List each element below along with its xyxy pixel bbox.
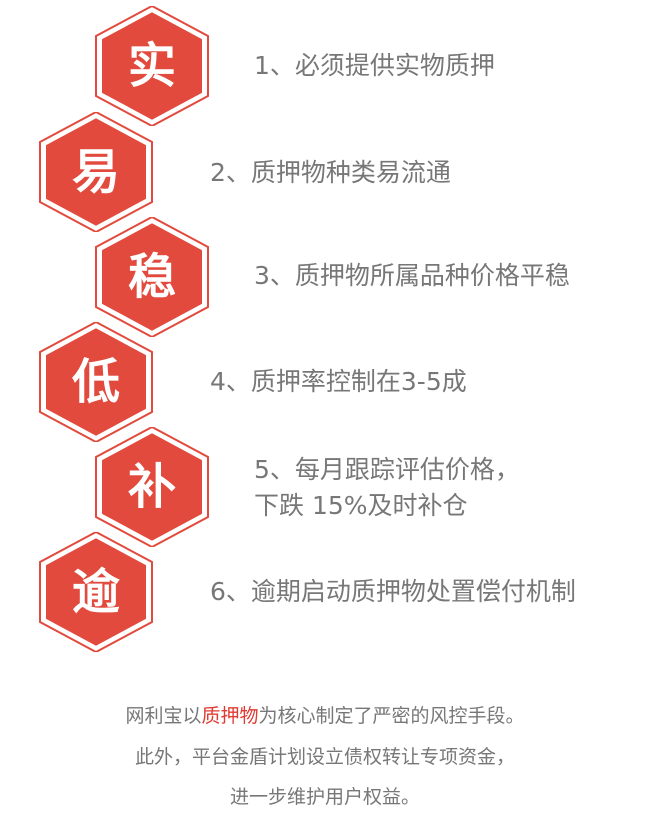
- hexagon-shape: [95, 217, 209, 337]
- summary-line-3: 进一步维护用户权益。: [229, 786, 420, 808]
- hex-badge-yu: 逾: [36, 532, 156, 652]
- item-text-6: 6、逾期启动质押物处置偿付机制: [210, 577, 576, 606]
- summary-line-2: 此外，平台金盾计划设立债权转让专项资金，: [134, 746, 515, 768]
- item-text-5-line-1: 5、每月跟踪评估价格，: [254, 455, 520, 484]
- hex-char: 补: [127, 459, 176, 515]
- item-text-5: 5、每月跟踪评估价格， 下跌 15%及时补仓: [254, 452, 520, 524]
- hexagon-shape: [39, 112, 153, 232]
- hexagon-shape: [39, 322, 153, 442]
- summary-line-1-post: 为核心制定了严密的风控手段。: [258, 705, 525, 727]
- item-text-2: 2、质押物种类易流通: [210, 158, 451, 187]
- summary-line-1-pre: 网利宝以: [125, 705, 202, 727]
- hex-char: 稳: [127, 249, 176, 305]
- hex-badge-wen: 稳: [92, 217, 212, 337]
- hex-badge-bu: 补: [92, 427, 212, 547]
- hex-char: 实: [127, 38, 176, 94]
- summary-highlight: 质押物: [201, 705, 259, 727]
- hex-char: 易: [71, 144, 120, 200]
- hexagon-shape: [95, 6, 209, 126]
- hex-char: 逾: [71, 564, 120, 620]
- hex-char: 低: [71, 354, 120, 410]
- summary-line-1: 网利宝以质押物为核心制定了严密的风控手段。: [0, 698, 650, 734]
- hexagon-shape: [95, 427, 209, 547]
- item-text-4: 4、质押率控制在3-5成: [210, 367, 467, 396]
- hex-badge-yi: 易: [36, 112, 156, 232]
- item-text-5-line-2: 下跌 15%及时补仓: [254, 491, 468, 520]
- hex-badge-shi: 实: [92, 6, 212, 126]
- item-text-1: 1、必须提供实物质押: [254, 51, 495, 80]
- hexagon-shape: [39, 532, 153, 652]
- hex-badge-di: 低: [36, 322, 156, 442]
- item-text-3: 3、质押物所属品种价格平稳: [254, 261, 570, 290]
